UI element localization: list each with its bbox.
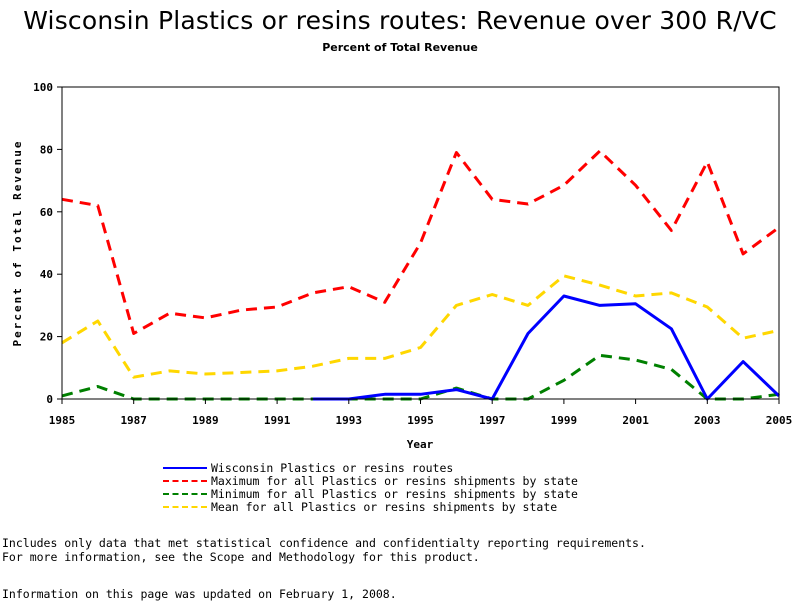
series-line-4 [61,274,780,379]
series-line-2 [61,149,780,335]
legend-swatch [163,505,207,508]
y-tick-label: 100 [33,81,53,94]
chart-subtitle: Percent of Total Revenue [322,41,478,54]
x-tick-label: 2003 [694,414,721,427]
y-tick-label: 0 [46,393,53,406]
series-line-3 [61,353,780,401]
x-tick-label: 1997 [479,414,506,427]
legend-label: Minimum for all Plastics or resins shipm… [211,486,578,501]
x-tick-label: 1991 [264,414,291,427]
chart-title: Wisconsin Plastics or resins routes: Rev… [23,6,777,35]
legend-swatch [163,479,207,482]
y-tick-label: 20 [40,331,53,344]
legend-label: Mean for all Plastics or resins shipment… [211,499,558,514]
y-tick-label: 80 [40,143,53,156]
x-tick-label: 1987 [120,414,147,427]
x-tick-label: 1989 [192,414,219,427]
x-axis-title: Year [407,438,434,451]
footnote-methodology: For more information, see the Scope and … [2,550,480,564]
legend-item: Wisconsin Plastics or resins routes [163,460,578,475]
legend-swatch [163,466,207,469]
legend-swatch [163,492,207,495]
y-axis-title: Percent of Total Revenue [11,140,24,347]
x-tick-label: 1995 [407,414,434,427]
x-tick-label: 1999 [551,414,578,427]
update-notice: Information on this page was updated on … [2,587,397,601]
footnotes: Includes only data that met statistical … [2,536,646,564]
legend-label: Wisconsin Plastics or resins routes [211,460,454,475]
footnote-confidentiality: Includes only data that met statistical … [2,536,646,550]
series-line-1 [312,294,781,401]
y-tick-label: 60 [40,206,53,219]
y-axis: 0 20 40 60 80 100 [33,81,62,406]
legend: Wisconsin Plastics or resins routes Maxim… [163,460,578,514]
line-chart: 1985 1987 1989 1991 1993 1995 1997 1999 2001 2003… [11,81,793,451]
x-tick-label: 1993 [336,414,363,427]
x-tick-label: 2001 [622,414,649,427]
legend-item: Maximum for all Plastics or resins shipm… [163,473,578,488]
x-tick-label: 2005 [766,414,793,427]
y-tick-label: 40 [40,268,53,281]
legend-item: Minimum for all Plastics or resins shipm… [163,486,578,501]
series-layer [61,149,781,401]
legend-item: Mean for all Plastics or resins shipment… [163,499,578,514]
x-axis: 1985 1987 1989 1991 1993 1995 1997 1999 2001 2003… [49,399,793,427]
legend-label: Maximum for all Plastics or resins shipm… [211,473,578,488]
plot-frame [61,86,780,400]
x-tick-label: 1985 [49,414,76,427]
